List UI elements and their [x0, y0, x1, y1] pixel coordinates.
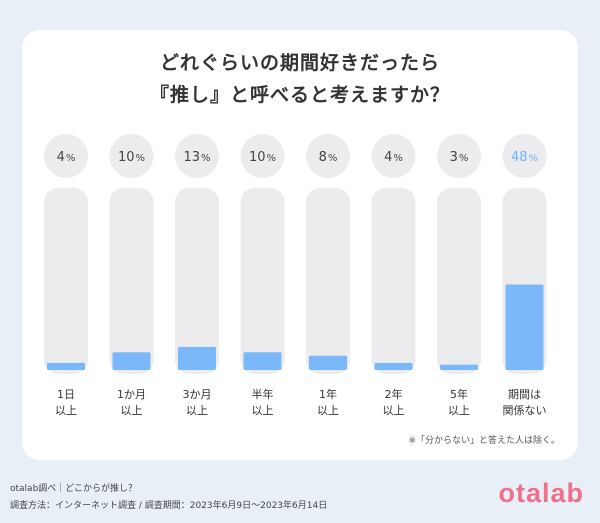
value-label: 13% — [183, 150, 210, 165]
footnote: ※「分からない」と答えた人は除く。 — [408, 436, 560, 446]
value-label-circle — [44, 134, 88, 178]
category-label: 2年 — [385, 387, 403, 401]
value-label-circle — [175, 134, 219, 178]
value-label-circle — [502, 134, 547, 178]
bar — [309, 355, 347, 370]
survey-method-line: 調査方法：インターネット調査 / 調査期間：2023年6月9日〜2023年6月1… — [10, 501, 328, 511]
value-label-circle — [437, 134, 481, 178]
chart-title-line-1: どれぐらいの期間好きだったら — [159, 52, 440, 74]
bar — [178, 346, 216, 370]
bar — [505, 284, 544, 370]
bar — [243, 352, 282, 370]
value-label: 48% — [511, 150, 538, 165]
bar — [112, 352, 151, 370]
category-label: 1か月 — [117, 388, 146, 401]
value-label: 10% — [118, 150, 145, 165]
category-label: 1日 — [57, 388, 75, 401]
category-label: 以上 — [252, 404, 274, 417]
value-label-circle — [240, 134, 285, 178]
category-label: 以上 — [55, 404, 77, 417]
value-label: 4% — [57, 150, 76, 165]
bar-track — [306, 188, 350, 374]
bar — [440, 364, 478, 370]
bar-track — [240, 188, 285, 374]
value-label: 8% — [319, 150, 338, 165]
value-label-circle — [109, 134, 154, 178]
category-label: 期間は — [508, 388, 541, 401]
bar-track — [437, 188, 481, 374]
category-label: 以上 — [383, 404, 405, 417]
category-label: 1年 — [319, 387, 337, 401]
category-label: 3か月 — [183, 388, 212, 401]
value-label: 10% — [249, 150, 276, 165]
value-label: 3% — [450, 150, 469, 165]
bar-track — [175, 188, 219, 374]
category-label: 以上 — [448, 404, 470, 417]
bar — [47, 362, 85, 370]
value-label-circle — [371, 134, 416, 178]
category-label: 関係ない — [503, 404, 547, 417]
chart-title-line-2: 『推し』と呼べると考えますか？ — [149, 84, 450, 106]
category-label: 半年 — [252, 387, 274, 401]
bar-track — [371, 188, 416, 374]
category-label: 以上 — [121, 404, 143, 417]
value-label: 4% — [384, 150, 403, 165]
category-label: 以上 — [186, 404, 208, 417]
bar-track — [44, 188, 88, 374]
otalab-logo: otalab — [498, 478, 584, 508]
bar — [374, 362, 413, 370]
source-line: otalab調べ｜どこからが推し？ — [10, 484, 138, 494]
value-label-circle — [306, 134, 350, 178]
bar-track — [109, 188, 154, 374]
category-label: 以上 — [317, 404, 339, 417]
category-label: 5年 — [450, 387, 468, 401]
